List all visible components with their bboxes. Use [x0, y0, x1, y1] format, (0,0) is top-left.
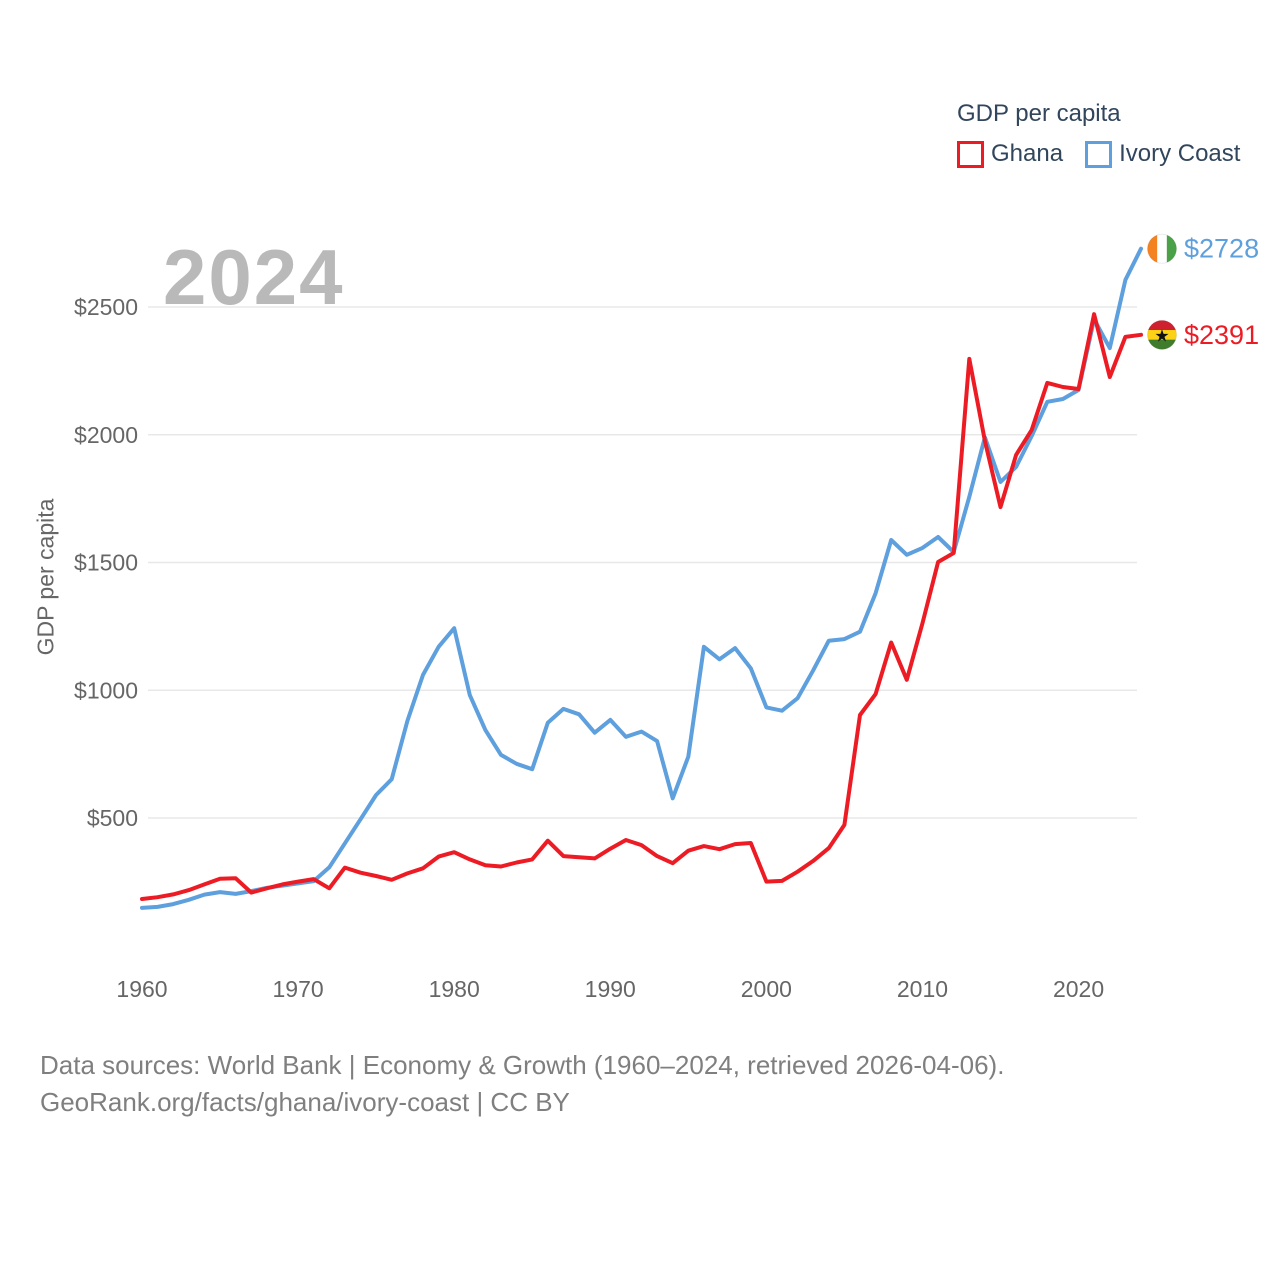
y-tick-label: $2000 [74, 422, 138, 448]
legend-item-ivory-coast[interactable]: Ivory Coast [1085, 140, 1240, 168]
legend-items: Ghana Ivory Coast [957, 140, 1240, 168]
chart-legend: GDP per capita Ghana Ivory Coast [957, 100, 1240, 168]
ivory-coast-series-swatch-icon [1085, 140, 1113, 168]
x-tick-label: 2010 [897, 976, 948, 1002]
legend-label-ghana: Ghana [991, 140, 1064, 167]
ghana-series-swatch-icon [957, 140, 984, 168]
legend-item-ghana[interactable]: Ghana [957, 140, 1063, 168]
y-tick-label: $2500 [74, 294, 138, 320]
ivory-coast-line[interactable] [140, 246, 1143, 910]
x-tick-label: 1970 [273, 976, 324, 1002]
x-tick-label: 2020 [1053, 976, 1104, 1002]
ghana-star-icon: ★ [1154, 326, 1169, 345]
x-tick-label: 2000 [741, 976, 792, 1002]
y-tick-label: $500 [87, 805, 138, 831]
year-watermark: 2024 [163, 233, 345, 321]
ghana-end-value-label: $2391 [1184, 320, 1259, 350]
y-tick-label: $1500 [74, 550, 138, 576]
ivory-coast-flag-icon [1147, 234, 1177, 264]
x-tick-label: 1980 [429, 976, 480, 1002]
legend-label-ivory-coast: Ivory Coast [1119, 140, 1241, 167]
ivory-coast-end-value-label: $2728 [1184, 234, 1259, 264]
ghana-line[interactable] [140, 312, 1143, 901]
legend-title: GDP per capita [957, 100, 1121, 127]
footer-data-sources: Data sources: World Bank | Economy & Gro… [40, 1050, 1005, 1080]
y-axis-title: GDP per capita [32, 498, 59, 656]
ghana-flag-icon: ★ [1147, 320, 1177, 350]
footer-attribution: GeoRank.org/facts/ghana/ivory-coast | CC… [40, 1087, 570, 1117]
y-tick-label: $1000 [74, 677, 138, 703]
x-tick-label: 1990 [585, 976, 636, 1002]
x-tick-label: 1960 [116, 976, 167, 1002]
footer: Data sources: World Bank | Economy & Gro… [40, 1047, 1004, 1121]
